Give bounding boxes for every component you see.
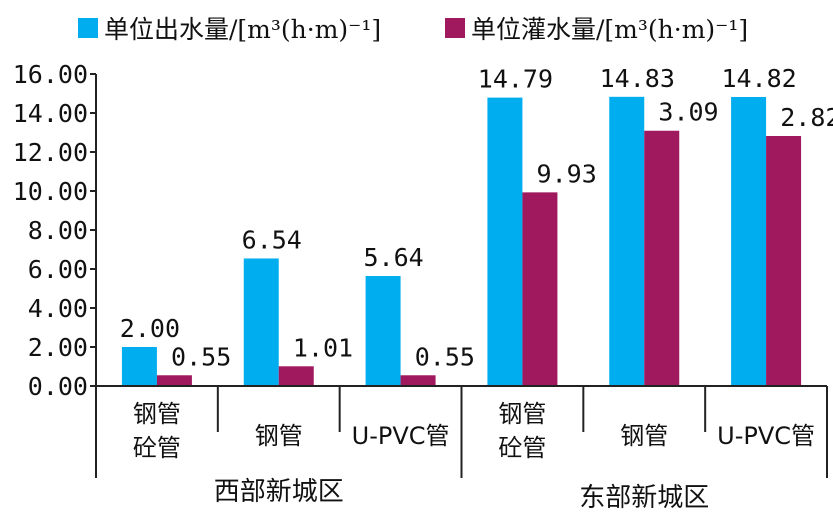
bars (121, 96, 802, 386)
y-tick-label: 14.00 (13, 99, 88, 128)
category-label: 钢管砼管 (498, 400, 546, 462)
bar-series2-cat1 (156, 375, 192, 386)
data-label-series2-cat2: 1.01 (293, 333, 353, 362)
data-label-series1-cat1: 2.00 (120, 314, 180, 343)
data-label-series2-cat1: 0.55 (171, 342, 231, 371)
y-tick-label: 8.00 (28, 216, 88, 245)
data-label-series1-cat4: 14.79 (478, 65, 553, 94)
bar-series1-cat4 (487, 97, 523, 386)
bar-series2-cat5 (644, 130, 680, 386)
data-label-series2-cat6: 2.82 (780, 103, 833, 132)
y-tick-label: 12.00 (13, 138, 88, 167)
bar-series1-cat5 (609, 96, 645, 386)
y-tick-label: 6.00 (28, 255, 88, 284)
y-tick-label: 16.00 (13, 60, 88, 89)
legend-label-1: 单位出水量/[m³(h·m)⁻¹] (104, 15, 381, 44)
legend-label-2: 单位灌水量/[m³(h·m)⁻¹] (471, 15, 748, 44)
bar-series1-cat6 (731, 97, 767, 386)
y-axis: 0.00 2.00 4.00 6.00 8.00 10.00 12.00 14.00 16.00 (13, 60, 97, 401)
data-label-series2-cat4: 9.93 (537, 159, 597, 188)
data-label-series1-cat5: 14.83 (600, 64, 675, 93)
data-label-series2-cat5: 3.09 (658, 98, 718, 127)
bar-series2-cat4 (522, 192, 558, 386)
bar-series2-cat3 (400, 375, 436, 386)
data-labels: 2.000.556.541.015.640.5514.799.9314.833.… (120, 64, 833, 371)
group-label-1: 西部新城区 (214, 477, 344, 507)
legend-swatch-1 (78, 18, 98, 38)
group-label-2: 东部新城区 (579, 483, 709, 513)
legend-swatch-2 (445, 18, 465, 38)
category-label: 钢管 (255, 422, 303, 450)
data-label-series1-cat6: 14.82 (721, 64, 796, 93)
legend: 单位出水量/[m³(h·m)⁻¹] 单位灌水量/[m³(h·m)⁻¹] (78, 15, 748, 44)
bar-series2-cat2 (278, 366, 314, 386)
data-label-series2-cat3: 0.55 (415, 342, 475, 371)
bar-series2-cat6 (766, 136, 802, 386)
category-label: 钢管 (620, 422, 668, 450)
y-tick-label: 0.00 (28, 372, 88, 401)
bar-series1-cat2 (243, 258, 279, 386)
y-tick-label: 4.00 (28, 294, 88, 323)
y-tick-label: 2.00 (28, 333, 88, 362)
data-label-series1-cat3: 5.64 (363, 243, 423, 272)
y-tick-label: 10.00 (13, 177, 88, 206)
category-label: U-PVC管 (352, 422, 450, 450)
category-label: 钢管砼管 (133, 400, 181, 462)
data-label-series1-cat2: 6.54 (242, 225, 302, 254)
category-label: U-PVC管 (717, 422, 815, 450)
bar-series1-cat1 (121, 347, 157, 386)
bar-series1-cat3 (365, 276, 401, 386)
